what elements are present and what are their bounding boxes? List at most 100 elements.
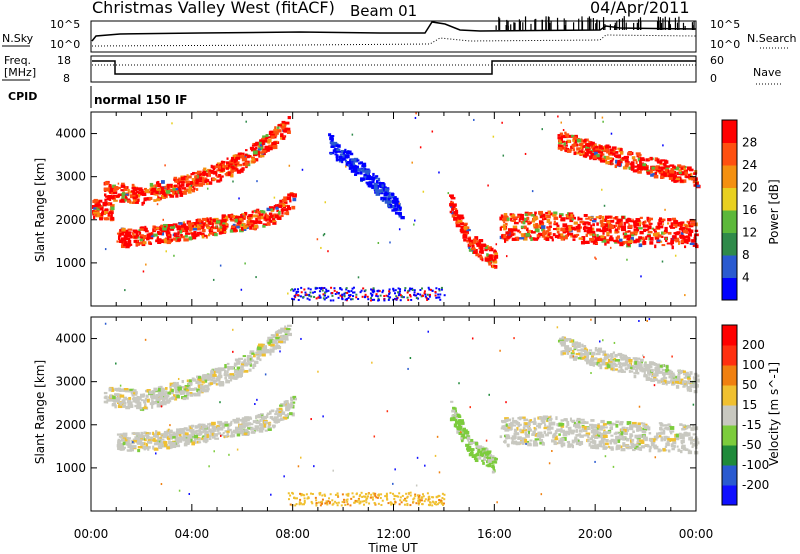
data-cell	[273, 141, 277, 145]
data-cell	[173, 254, 175, 257]
data-cell	[605, 423, 611, 426]
data-cell	[155, 227, 160, 230]
data-cell	[645, 236, 648, 240]
data-cell	[112, 191, 118, 195]
data-cell	[125, 237, 131, 241]
data-cell	[642, 163, 647, 167]
data-cell	[144, 225, 147, 229]
data-cell	[284, 121, 290, 125]
data-cell	[674, 175, 677, 178]
data-cell	[564, 430, 570, 434]
data-cell	[162, 186, 167, 190]
data-cell	[567, 214, 572, 218]
data-cell	[159, 385, 163, 390]
data-cell	[351, 287, 354, 290]
data-cell	[197, 390, 202, 394]
data-cell	[566, 139, 571, 143]
data-cell	[233, 370, 238, 374]
data-cell	[615, 216, 619, 220]
data-cell	[289, 289, 292, 292]
data-cell	[575, 225, 581, 230]
data-cell	[481, 447, 486, 451]
data-cell	[257, 353, 261, 357]
data-cell	[280, 123, 285, 126]
data-cell	[203, 170, 207, 174]
data-cell	[159, 225, 164, 229]
data-cell	[457, 219, 463, 223]
data-cell	[116, 240, 119, 243]
data-cell	[482, 461, 485, 465]
data-cell	[636, 426, 641, 431]
data-cell	[397, 294, 400, 297]
data-cell	[460, 437, 464, 442]
data-cell	[359, 171, 363, 175]
data-cell	[170, 238, 173, 242]
data-cell	[575, 419, 578, 422]
data-cell	[186, 434, 192, 438]
data-cell	[595, 429, 599, 433]
data-cell	[294, 294, 297, 297]
data-cell	[325, 296, 328, 299]
data-cell	[419, 288, 422, 291]
data-cell	[695, 244, 699, 249]
data-cell	[187, 189, 192, 194]
data-cell	[164, 164, 166, 167]
data-cell	[402, 296, 405, 299]
data-cell	[591, 357, 595, 361]
data-cell	[175, 179, 179, 184]
data-cell	[196, 388, 200, 393]
data-cell	[281, 411, 286, 415]
data-cell	[669, 430, 675, 433]
data-cell	[136, 194, 141, 198]
data-cell	[135, 399, 140, 404]
data-cell	[476, 452, 480, 457]
data-cell	[172, 191, 176, 194]
data-cell	[116, 444, 120, 448]
data-cell	[546, 425, 552, 430]
data-cell	[186, 389, 190, 392]
data-cell	[482, 449, 487, 453]
data-cell	[623, 221, 626, 226]
data-cell	[664, 168, 668, 173]
data-cell	[231, 167, 236, 171]
data-cell	[269, 416, 274, 419]
data-cell	[575, 422, 581, 426]
data-cell	[656, 232, 660, 237]
data-cell	[127, 243, 133, 246]
data-cell	[385, 198, 388, 202]
data-cell	[253, 224, 259, 229]
data-cell	[113, 199, 118, 202]
data-cell	[118, 186, 121, 189]
data-cell	[457, 425, 463, 430]
data-cell	[195, 180, 199, 185]
data-cell	[278, 409, 283, 414]
data-cell	[462, 233, 467, 237]
data-cell	[128, 396, 132, 400]
data-cell	[250, 356, 253, 361]
data-cell	[317, 296, 320, 299]
data-cell	[454, 207, 458, 211]
data-cell	[408, 289, 411, 292]
data-cell	[683, 426, 687, 430]
data-cell	[213, 226, 217, 230]
data-cell	[613, 357, 617, 361]
data-cell	[269, 352, 272, 356]
data-cell	[597, 443, 601, 448]
data-cell	[221, 422, 225, 426]
data-cell	[669, 164, 675, 167]
data-cell	[526, 425, 529, 429]
data-cell	[309, 291, 312, 294]
data-cell	[387, 191, 391, 195]
data-cell	[205, 182, 209, 186]
freq-trace	[92, 60, 696, 75]
data-cell	[662, 429, 666, 433]
data-cell	[110, 399, 114, 402]
data-cell	[626, 158, 629, 162]
data-cell	[623, 354, 626, 358]
data-cell	[222, 222, 226, 225]
data-cell	[262, 210, 266, 214]
data-cell	[610, 225, 614, 230]
data-cell	[554, 234, 560, 239]
data-cell	[596, 222, 599, 226]
data-cell	[186, 391, 190, 395]
